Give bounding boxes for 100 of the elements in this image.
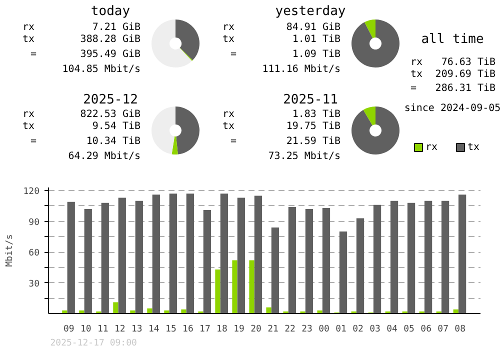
x-tick-label: 11 bbox=[98, 324, 108, 334]
y-axis-title: Mbit/s bbox=[5, 234, 16, 267]
x-tick-label: 21 bbox=[268, 324, 278, 334]
text: tx bbox=[222, 34, 235, 45]
text: 111.16 Mbit/s bbox=[262, 64, 341, 75]
x-tick-label: 00 bbox=[318, 324, 330, 334]
x-tick-label: 19 bbox=[234, 324, 244, 334]
x-tick-label: 12 bbox=[114, 324, 126, 334]
text: = bbox=[30, 136, 37, 147]
bar bbox=[186, 194, 194, 314]
bar bbox=[67, 202, 75, 314]
bar bbox=[220, 194, 228, 314]
x-tick-label: 13 bbox=[132, 324, 142, 334]
text: rx bbox=[222, 109, 235, 120]
bar bbox=[203, 210, 212, 314]
text: 822.53 GiB bbox=[80, 109, 141, 120]
legend-label: tx bbox=[468, 142, 480, 153]
x-tick-label: 05 bbox=[404, 324, 414, 334]
x-tick-label: 16 bbox=[182, 324, 194, 334]
text: since 2024-09-05 bbox=[404, 103, 500, 114]
text: = bbox=[230, 136, 237, 147]
y-tick-label: 60 bbox=[28, 248, 40, 259]
y-tick-label: 30 bbox=[28, 279, 40, 290]
x-tick-label: 06 bbox=[420, 324, 432, 334]
text: tx bbox=[22, 121, 35, 132]
x-tick-label: 17 bbox=[200, 324, 210, 334]
bar bbox=[232, 260, 238, 314]
text: 286.31 TiB bbox=[435, 83, 496, 94]
bar bbox=[215, 269, 220, 314]
text: 21.59 TiB bbox=[286, 136, 341, 147]
bar bbox=[373, 204, 382, 314]
text: = bbox=[230, 49, 237, 60]
x-tick-label: 20 bbox=[250, 324, 262, 334]
text: 388.28 GiB bbox=[80, 34, 141, 45]
bar bbox=[118, 198, 126, 314]
bar bbox=[169, 194, 177, 314]
bar bbox=[254, 196, 262, 314]
chart-title: today bbox=[90, 4, 130, 19]
text: 73.25 Mbit/s bbox=[268, 151, 341, 162]
text: = bbox=[410, 83, 417, 94]
x-tick-label: 07 bbox=[438, 324, 449, 334]
bar bbox=[441, 200, 450, 314]
x-tick-label: 09 bbox=[63, 324, 74, 334]
text: = bbox=[30, 49, 37, 60]
chart-title: yesterday bbox=[275, 4, 346, 19]
x-tick-label: 15 bbox=[166, 324, 176, 334]
bar bbox=[458, 194, 466, 314]
text: 64.29 Mbit/s bbox=[68, 151, 141, 162]
x-tick-label: 14 bbox=[148, 324, 160, 334]
x-tick-label: 01 bbox=[336, 324, 346, 334]
text: 209.69 TiB bbox=[435, 69, 496, 80]
x-tick-label: 22 bbox=[284, 324, 296, 334]
text: 395.49 GiB bbox=[80, 49, 141, 60]
bar bbox=[390, 200, 398, 314]
bar bbox=[271, 227, 280, 314]
bar bbox=[181, 309, 186, 314]
bar bbox=[339, 232, 348, 314]
text: rx bbox=[410, 57, 423, 68]
text: 76.63 TiB bbox=[441, 57, 496, 68]
y-tick-label: 90 bbox=[28, 218, 40, 228]
y-tick-label: 120 bbox=[23, 187, 40, 198]
legend-label: rx bbox=[426, 142, 438, 153]
x-tick-label: 02 bbox=[352, 324, 364, 334]
chart-title: 2025-12 bbox=[83, 92, 138, 108]
text: 1.83 TiB bbox=[292, 109, 341, 120]
x-tick-label: 08 bbox=[454, 324, 466, 334]
text: 84.91 GiB bbox=[286, 22, 341, 33]
text: 1.09 TiB bbox=[292, 49, 341, 60]
text: rx bbox=[222, 22, 235, 33]
bar bbox=[407, 202, 416, 314]
bar bbox=[305, 209, 314, 314]
bar bbox=[322, 208, 330, 314]
bar bbox=[266, 307, 272, 314]
bar bbox=[356, 218, 364, 314]
text: 10.34 TiB bbox=[86, 136, 141, 147]
text: tx bbox=[22, 34, 35, 45]
bar bbox=[152, 194, 160, 314]
text: tx bbox=[410, 69, 423, 80]
x-tick-label: 04 bbox=[386, 324, 398, 334]
text: 19.75 TiB bbox=[286, 121, 341, 132]
bar bbox=[135, 200, 143, 314]
bar bbox=[249, 260, 254, 314]
text: 104.85 Mbit/s bbox=[62, 64, 141, 75]
bar bbox=[424, 200, 432, 314]
bar bbox=[288, 206, 296, 314]
bar bbox=[113, 302, 118, 314]
text: 1.01 TiB bbox=[292, 34, 341, 45]
text: tx bbox=[222, 121, 235, 132]
text: 9.54 TiB bbox=[92, 121, 141, 132]
x-tick-label: 10 bbox=[80, 324, 92, 334]
x-tick-label: 18 bbox=[216, 324, 228, 334]
bar bbox=[237, 198, 246, 314]
bar bbox=[101, 202, 109, 314]
chart-title: 2025-11 bbox=[283, 92, 338, 108]
text: rx bbox=[22, 109, 35, 120]
text: rx bbox=[22, 22, 35, 33]
x-tick-label: 03 bbox=[370, 324, 380, 334]
x-tick-label: 23 bbox=[302, 324, 312, 334]
bar bbox=[84, 209, 92, 314]
text: 7.21 GiB bbox=[92, 22, 141, 33]
